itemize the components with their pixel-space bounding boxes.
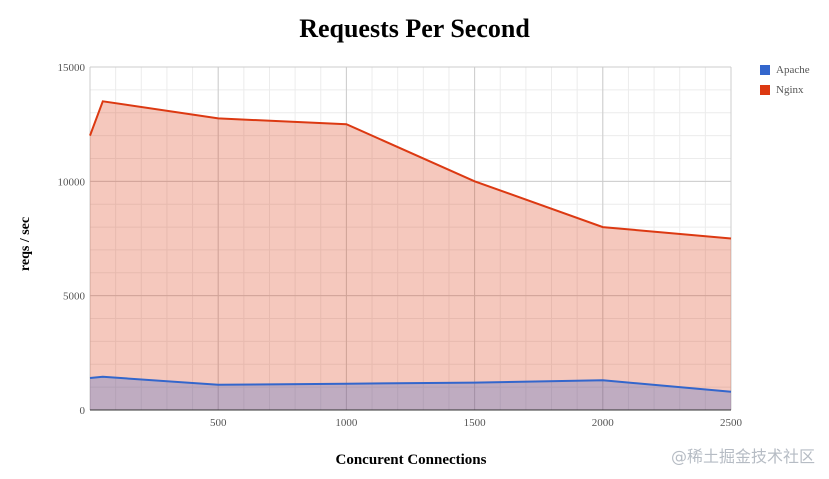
legend-item-apache[interactable]: Apache xyxy=(760,60,810,80)
y-tick-label: 0 xyxy=(80,405,86,417)
legend-label-nginx: Nginx xyxy=(776,84,804,96)
x-tick-label: 500 xyxy=(210,417,227,429)
x-axis-label: Concurent Connections xyxy=(335,452,487,468)
x-tick-label: 2500 xyxy=(720,417,743,429)
y-tick-label: 15000 xyxy=(58,62,86,74)
x-tick-label: 2000 xyxy=(592,417,615,429)
watermark: @稀土掘金技术社区 xyxy=(670,447,815,466)
y-tick-label: 10000 xyxy=(58,176,86,188)
x-tick-label: 1000 xyxy=(335,417,358,429)
legend-label-apache: Apache xyxy=(776,64,810,76)
area-nginx xyxy=(90,101,731,411)
x-tick-label: 1500 xyxy=(464,417,487,429)
line-nginx xyxy=(89,100,732,240)
legend-item-nginx[interactable]: Nginx xyxy=(760,80,810,100)
y-tick-label: 5000 xyxy=(63,291,86,303)
legend: Apache Nginx xyxy=(760,60,810,100)
chart-title: Requests Per Second xyxy=(299,14,530,43)
legend-swatch-apache xyxy=(760,65,770,75)
line-apache xyxy=(89,375,732,393)
legend-swatch-nginx xyxy=(760,85,770,95)
